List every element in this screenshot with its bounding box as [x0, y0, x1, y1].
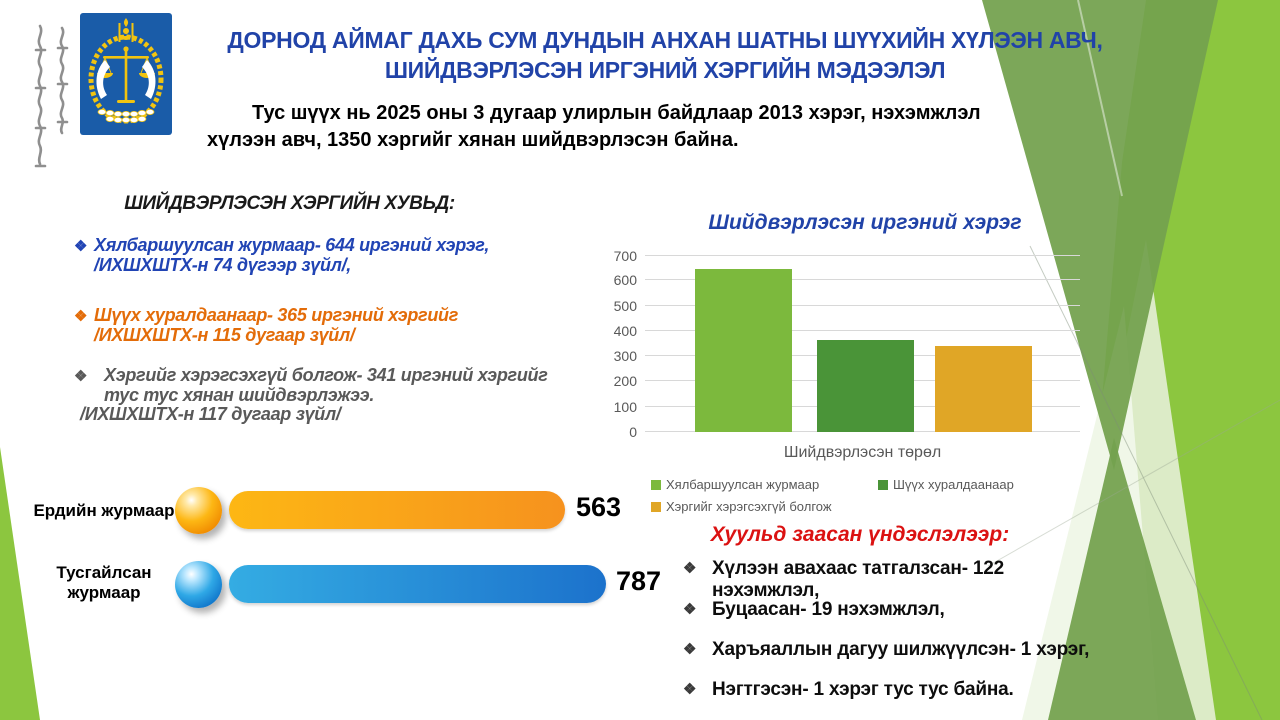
slide-title-line2: ШИЙДВЭРЛЭСЭН ИРГЭНИЙ ХЭРГИЙН МЭДЭЭЛЭЛ	[384, 57, 946, 83]
y-axis-tick-label: 0	[629, 424, 637, 440]
y-axis-tick-label: 600	[613, 272, 637, 288]
chart-bar	[935, 346, 1032, 432]
y-axis-tick-label: 300	[613, 348, 637, 364]
pill-bar-value: 787	[616, 566, 662, 596]
left-panel-heading: ШИЙДВЭРЛЭСЭН ХЭРГИЙН ХУВЬД:	[124, 193, 455, 214]
gridline	[645, 330, 1080, 331]
bullet-marker-icon: ❖	[683, 681, 697, 698]
y-axis-tick-label: 400	[613, 323, 637, 339]
bullet-marker-icon: ❖	[683, 601, 697, 618]
right-panel-item: ❖ Буцаасан- 19 нэхэмжлэл,	[683, 599, 1113, 621]
chart-plot-area: 0 100 200 300 400 500 600 700	[614, 248, 1080, 440]
legend-swatch	[651, 502, 661, 512]
intro-line1: Тус шүүх нь 2025 оны 3 дугаар улирлын ба…	[252, 102, 981, 124]
bullet-legal-note: /ИХШХШТХ-н 74 дүгээр зүйл/,	[94, 254, 351, 275]
bullet-legal-note: /ИХШХШТХ-н 117 дугаар зүйл/	[80, 404, 341, 424]
intro-paragraph: Тус шүүх нь 2025 оны 3 дугаар улирлын ба…	[207, 100, 997, 154]
right-panel-item: ❖ Хүлээн авахаас татгалзсан- 122 нэхэмжлэ…	[683, 558, 1113, 602]
y-axis-tick-label: 200	[613, 373, 637, 389]
bullet-text: Шүүх хуралдаанаар- 365 иргэний хэргийг	[94, 305, 459, 325]
legend-label: Хялбаршуулсан журмаар	[666, 477, 820, 492]
bullet-text: Хэргийг хэрэгсэхгүй болгож- 341 иргэний …	[104, 365, 548, 405]
legend-item: Хэргийг хэрэгсэхгүй болгож	[651, 499, 832, 514]
gridline	[645, 255, 1080, 256]
bullet-marker-icon: ❖	[683, 641, 697, 658]
pill-bar-value: 563	[576, 492, 622, 522]
pill-bar	[229, 565, 606, 603]
court-emblem-logo	[80, 13, 172, 135]
bullet-text: Хялбаршуулсан журмаар- 644 иргэний хэрэг…	[94, 235, 490, 255]
mongolian-script-text	[34, 24, 69, 168]
y-axis-tick-label: 100	[613, 399, 637, 415]
bullet-item: ❖ Шүүх хуралдаанаар- 365 иргэний хэргийг /…	[74, 305, 552, 345]
y-axis-tick-label: 500	[613, 298, 637, 314]
bullet-marker-icon: ❖	[74, 238, 88, 255]
legend-item: Хялбаршуулсан журмаар	[651, 477, 819, 492]
legend-item: Шүүх хуралдаанаар	[878, 477, 1014, 492]
chart-x-axis-label: Шийдвэрлэсэн төрөл	[783, 444, 942, 461]
right-panel-item-text: Хүлээн авахаас татгалзсан- 122 нэхэмжлэл…	[712, 558, 1005, 601]
bullet-item: ❖ Хялбаршуулсан журмаар- 644 иргэний хэрэ…	[74, 235, 552, 275]
y-axis-tick-label: 700	[613, 248, 637, 264]
right-panel-heading: Хуульд заасан үндэслэлээр:	[710, 523, 1010, 546]
pill-bar-label: Тусгайлсан журмаар	[56, 563, 152, 602]
bullet-marker-icon: ❖	[74, 368, 88, 385]
orange-sphere-icon	[175, 487, 222, 534]
gridline	[645, 279, 1080, 280]
right-panel-item-text: Нэгтгэсэн- 1 хэрэг тус тус байна.	[712, 679, 1014, 700]
intro-line2: хүлээн авч, 1350 хэргийг хянан шийдвэрлэ…	[207, 129, 739, 151]
legend-swatch	[651, 480, 661, 490]
slide-title-line1: ДОРНОД АЙМАГ ДАХЬ СУМ ДУНДЫН АНХАН ШАТНЫ…	[227, 27, 1103, 53]
legend-label: Шүүх хуралдаанаар	[893, 477, 1014, 492]
chart-bar	[695, 269, 792, 432]
chart-bar	[817, 340, 914, 432]
slide-title: ДОРНОД АЙМАГ ДАХЬ СУМ ДУНДЫН АНХАН ШАТНЫ…	[180, 25, 1150, 85]
bullet-item: ❖ Хэргийг хэрэгсэхгүй болгож- 341 иргэний…	[74, 365, 552, 425]
right-panel-item-text: Харъяаллын дагуу шилжүүлсэн- 1 хэрэг,	[712, 639, 1090, 660]
chart-title: Шийдвэрлэсэн иргэний хэрэг	[708, 211, 1022, 234]
right-panel-item: ❖ Нэгтгэсэн- 1 хэрэг тус тус байна.	[683, 679, 1113, 701]
laurel-icon	[97, 109, 155, 124]
hands-icon	[96, 60, 156, 99]
legend-label: Хэргийг хэрэгсэхгүй болгож	[666, 499, 832, 514]
pill-bar-label: Ердийн журмаар	[33, 501, 175, 520]
gridline	[645, 305, 1080, 306]
right-panel-item-text: Буцаасан- 19 нэхэмжлэл,	[712, 599, 945, 620]
soyombo-icon	[118, 18, 134, 42]
bullet-marker-icon: ❖	[683, 560, 697, 577]
pill-bar	[229, 491, 565, 529]
legend-swatch	[878, 480, 888, 490]
blue-sphere-icon	[175, 561, 222, 608]
right-panel-item: ❖ Харъяаллын дагуу шилжүүлсэн- 1 хэрэг,	[683, 639, 1113, 661]
bullet-legal-note: /ИХШХШТХ-н 115 дугаар зүйл/	[94, 324, 355, 345]
bullet-marker-icon: ❖	[74, 308, 88, 325]
